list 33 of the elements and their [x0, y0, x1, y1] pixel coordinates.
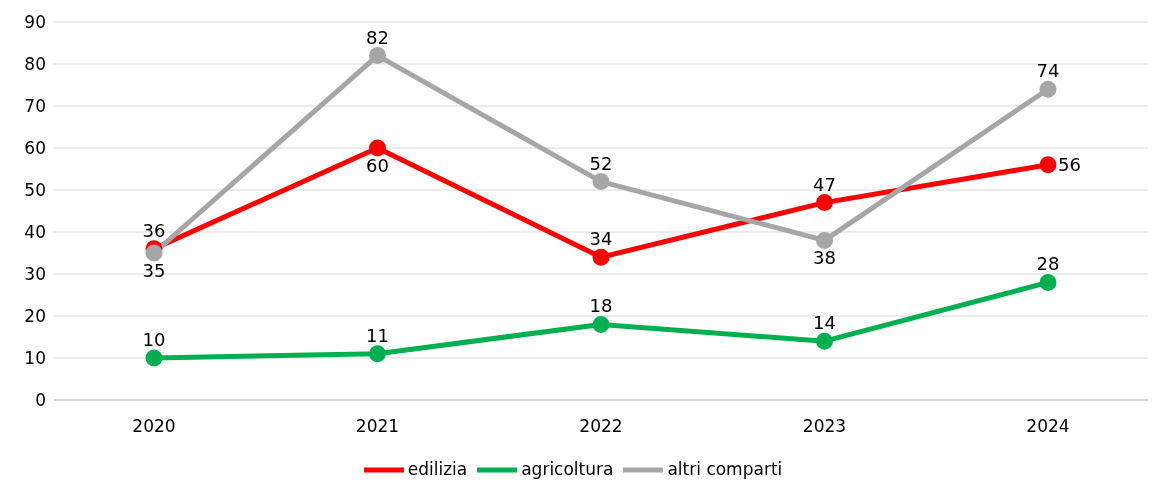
data-label: 82 — [366, 26, 389, 48]
x-tick-label: 2021 — [355, 416, 400, 437]
data-label: 38 — [813, 247, 836, 269]
y-tick-label: 10 — [24, 348, 46, 369]
data-label: 10 — [142, 329, 166, 350]
y-tick-label: 20 — [24, 306, 46, 327]
legend-label: edilizia — [407, 459, 468, 479]
y-tick-label: 60 — [24, 138, 46, 159]
data-label: 28 — [1036, 253, 1060, 275]
data-label: 11 — [366, 324, 389, 346]
x-tick-label: 2024 — [1026, 416, 1070, 437]
x-tick-label: 2023 — [802, 416, 847, 437]
y-tick-label: 40 — [24, 222, 46, 243]
y-tick-label: 80 — [24, 54, 46, 75]
y-tick-label: 90 — [24, 12, 46, 33]
y-tick-label: 50 — [24, 180, 46, 201]
legend-label: altri comparti — [667, 459, 783, 479]
data-label: 60 — [366, 155, 389, 176]
x-tick-label: 2020 — [132, 416, 176, 437]
data-label: 34 — [589, 228, 613, 250]
data-label: 47 — [813, 173, 836, 195]
data-label: 14 — [813, 312, 836, 334]
y-tick-label: 0 — [35, 390, 46, 411]
data-label: 74 — [1036, 60, 1060, 82]
data-label: 52 — [589, 152, 613, 174]
data-label: 36 — [142, 219, 166, 241]
legend-label: agricoltura — [521, 459, 614, 479]
data-label: 56 — [1058, 153, 1081, 175]
y-tick-label: 70 — [24, 96, 46, 117]
y-tick-label: 30 — [24, 264, 46, 285]
x-tick-label: 2022 — [579, 416, 623, 437]
data-label: 18 — [589, 295, 613, 317]
data-label: 35 — [142, 260, 166, 281]
